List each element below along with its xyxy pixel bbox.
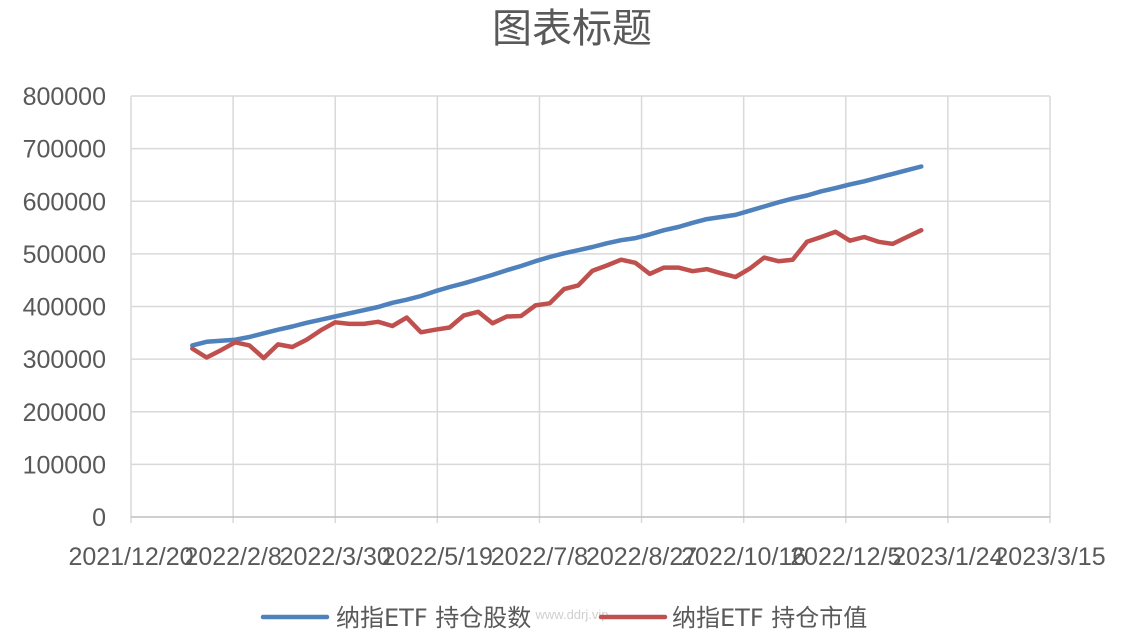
series-lines	[190, 164, 924, 361]
grid	[130, 95, 1051, 523]
x-tick-label: 2022/3/30	[280, 543, 391, 571]
legend-label-2: 纳指ETF 持仓市值	[672, 604, 867, 632]
watermark-text: www.ddrj.vip	[535, 607, 609, 622]
legend-label-1: 纳指ETF 持仓股数	[336, 604, 531, 632]
x-tick-label: 2022/12/5	[790, 543, 901, 571]
y-tick-label: 600000	[23, 188, 106, 216]
x-tick-label: 2022/2/8	[184, 543, 281, 571]
y-tick-label: 200000	[23, 399, 106, 427]
y-tick-label: 100000	[23, 451, 106, 479]
chart-title: 图表标题	[492, 6, 652, 52]
y-tick-label: 500000	[23, 241, 106, 269]
y-axis-tick-labels: 0 100000 200000 300000 400000 500000 600000 700…	[23, 83, 106, 532]
x-axis-tick-labels: 2021/12/202022/2/82022/3/302022/5/192022…	[68, 543, 1105, 571]
x-tick-label: 2022/10/16	[681, 543, 806, 571]
y-tick-label: 400000	[23, 294, 106, 322]
x-tick-label: 2022/7/8	[491, 543, 588, 571]
x-tick-label: 2021/12/20	[68, 543, 193, 571]
legend: 纳指ETF 持仓股数 纳指ETF 持仓市值	[260, 604, 867, 632]
series-line-1	[190, 164, 924, 348]
y-tick-label: 700000	[23, 136, 106, 164]
x-tick-label: 2022/8/27	[586, 543, 697, 571]
x-tick-label: 2022/5/19	[382, 543, 493, 571]
x-tick-label: 2023/3/15	[994, 543, 1105, 571]
y-tick-label: 800000	[23, 83, 106, 111]
series-line-2	[190, 227, 924, 361]
y-tick-label: 0	[92, 504, 106, 532]
y-tick-label: 300000	[23, 346, 106, 374]
x-tick-label: 2023/1/24	[892, 543, 1003, 571]
